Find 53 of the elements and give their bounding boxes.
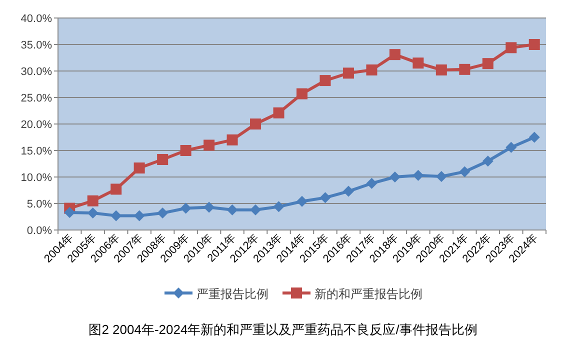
point [204, 202, 215, 213]
point [64, 207, 76, 218]
point [482, 58, 494, 70]
point [87, 208, 98, 219]
point [506, 42, 517, 54]
point [320, 192, 331, 204]
legend-label: 新的和严重报告比例 [314, 287, 422, 301]
point [482, 156, 494, 167]
point [412, 170, 424, 181]
point [250, 204, 262, 216]
point [366, 64, 378, 76]
point [157, 208, 168, 219]
y-tick-label: 20.0% [20, 119, 52, 131]
y-tick-label: 25.0% [20, 92, 52, 104]
legend-label: 严重报告比例 [196, 287, 268, 301]
point [180, 145, 192, 156]
point [342, 68, 354, 79]
point [226, 204, 238, 216]
point [459, 166, 470, 178]
point [412, 58, 424, 69]
point [180, 202, 192, 214]
y-tick-label: 10.0% [20, 172, 52, 184]
point [110, 210, 122, 222]
y-tick-label: 0.0% [26, 225, 52, 237]
point [110, 184, 122, 195]
point [134, 162, 145, 174]
point [436, 64, 447, 76]
point [134, 210, 145, 222]
point [157, 154, 168, 166]
point [528, 39, 540, 50]
point [273, 201, 284, 212]
point [87, 195, 98, 206]
text: 图2 2004年-2024年新的和严重以及严重药品不良反应/事件报告比例 [88, 322, 478, 337]
point [506, 142, 517, 153]
y-tick-label: 30.0% [20, 66, 52, 78]
point [296, 88, 308, 100]
point [389, 172, 400, 182]
point [226, 134, 238, 146]
point [320, 75, 331, 86]
point [436, 170, 447, 182]
point [366, 178, 378, 189]
point [389, 49, 400, 60]
y-tick-label: 5.0% [26, 198, 52, 210]
point [204, 140, 215, 151]
y-tick-label: 35.0% [20, 40, 52, 52]
point [459, 64, 470, 75]
point [342, 186, 354, 197]
y-tick-label: 40.0% [20, 13, 52, 25]
y-tick-label: 15.0% [20, 146, 52, 158]
point [528, 132, 540, 143]
point [273, 107, 284, 118]
point [296, 196, 308, 207]
point [250, 118, 262, 130]
